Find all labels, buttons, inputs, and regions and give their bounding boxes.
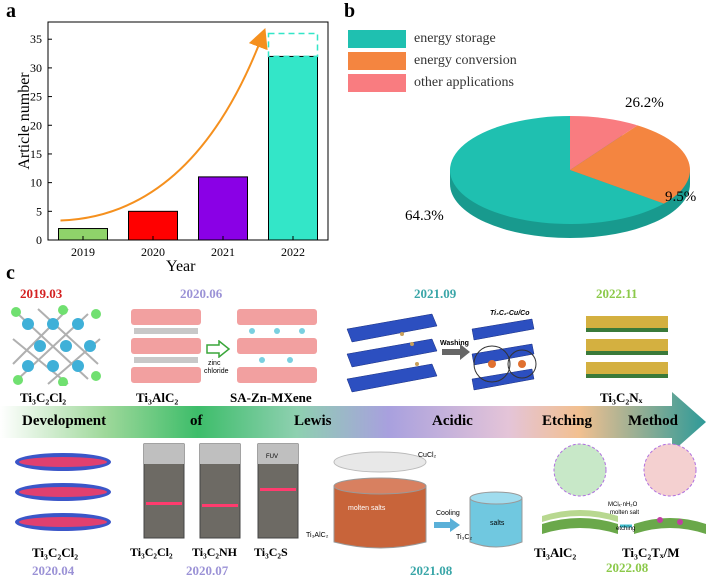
y-axis-title: Article number: [16, 72, 33, 170]
pie-slice-1: [570, 125, 690, 204]
legend: energy storage energy conversion other a…: [348, 28, 517, 94]
bar-2022: [268, 55, 318, 241]
date-2022-11: 2022.11: [596, 286, 638, 301]
arrow-word-acidic: Acidic: [432, 413, 473, 429]
ti3c2cl2-layers: [15, 453, 111, 531]
label-ti3c2nh: Ti₃C₂NH: [192, 545, 237, 559]
cucl2-label: CuCl₂: [418, 452, 437, 459]
y-tick-label: 25: [30, 90, 42, 104]
label-ti3c2cl2-bottom: Ti₃C₂Cl₂: [32, 545, 79, 560]
salts-label: salts: [490, 520, 505, 527]
legend-item-other: other applications: [348, 72, 517, 94]
legend-label: other applications: [414, 75, 514, 90]
label-ti3c2cl2-vial: Ti₃C₂Cl₂: [130, 545, 173, 559]
panel-c-letter: c: [6, 262, 15, 284]
legend-swatch: [348, 52, 406, 70]
y-tick-label: 0: [36, 233, 42, 247]
pie-slice-0: [450, 116, 664, 225]
date-2022-08: 2022.08: [606, 560, 649, 575]
etching-note-3: etching: [616, 526, 636, 532]
label-sa-zn-mxene: SA-Zn-MXene: [230, 390, 312, 405]
date-2020-06: 2020.06: [180, 286, 223, 301]
ti3c2nx-structure: [586, 316, 668, 378]
arrow-word-of: of: [190, 413, 203, 429]
panel-a-letter: a: [6, 0, 16, 22]
vial-ti3c2s: [257, 443, 299, 539]
ti3alc2-small-label: Ti₃AlC₂: [306, 532, 329, 539]
y-tick-label: 30: [30, 61, 42, 75]
label-ti3c2cl2-top: Ti₃C₂Cl₂: [20, 390, 67, 405]
legend-label: energy conversion: [414, 53, 517, 68]
label-ti3alc2-bottom: Ti₃AlC₂: [534, 545, 577, 560]
legend-label: energy storage: [414, 31, 496, 46]
date-2020-07: 2020.07: [186, 563, 229, 578]
bar-2020: [128, 210, 178, 241]
bar-chart: 0 5 10 15 20 25 30 35 2019 2020 2021 2022: [30, 21, 329, 259]
ti3c2-cu-co-schematic: [346, 313, 537, 393]
etching-note-2: molten salt: [610, 510, 640, 516]
y-tick-label: 5: [36, 204, 42, 218]
x-tick-label: 2019: [71, 245, 95, 259]
label-ti3c2tx-m: Ti₃C₂Tₓ/M: [622, 545, 680, 560]
pie-chart: [450, 116, 690, 238]
molten-salts-label: molten salts: [348, 505, 386, 512]
pie-label-storage: 64.3%: [405, 208, 444, 224]
date-2021-09: 2021.09: [414, 286, 457, 301]
label-ti3alc2-top: Ti₃AlC₂: [136, 390, 179, 405]
y-tick-label: 20: [30, 118, 42, 132]
x-tick-label: 2021: [211, 245, 235, 259]
trend-arrow: [60, 28, 268, 222]
etching-note-1: MClₓ·nH₂O: [608, 502, 638, 508]
ti3c2cl2-crystal-structure: [11, 305, 101, 386]
ti3alc2-structure: [131, 309, 201, 383]
ti3c2-small-label: Ti₃C₂: [456, 534, 473, 541]
date-2021-08: 2021.08: [410, 563, 453, 578]
pie-label-conversion: 26.2%: [625, 95, 664, 111]
vial-ti3c2nh: [199, 443, 241, 539]
panel-b-letter: b: [344, 0, 356, 22]
y-tick-label: 10: [30, 176, 42, 190]
pie-slice-2: [570, 116, 638, 170]
label-ti3c2s: Ti₃C₂S: [254, 545, 288, 559]
date-2020-04: 2020.04: [32, 563, 75, 578]
ti3alc2-etching-schematic: [542, 443, 706, 534]
legend-item-conversion: energy conversion: [348, 50, 517, 72]
vial-ti3c2cl2: [143, 443, 185, 539]
plot-frame: [47, 21, 329, 241]
projected-box: [267, 32, 319, 58]
x-axis-title: Year: [166, 258, 196, 275]
arrow-word-method: Method: [628, 413, 678, 429]
y-tick-label: 35: [30, 32, 42, 46]
arrow-word-lewis: Lewis: [294, 413, 332, 429]
x-tick-label: 2022: [281, 245, 305, 259]
legend-swatch: [348, 74, 406, 92]
date-2019-03: 2019.03: [20, 286, 63, 301]
zinc-label: zinc: [208, 360, 221, 367]
molten-salt-crucibles: [333, 451, 523, 549]
x-tick-label: 2020: [141, 245, 165, 259]
y-tick-label: 15: [30, 147, 42, 161]
pie-label-other: 9.5%: [665, 189, 697, 205]
timeline-arrow: [0, 392, 706, 452]
washing-label: Washing: [440, 340, 469, 347]
legend-swatch: [348, 30, 406, 48]
zinc-chloride-arrow: [206, 340, 231, 358]
legend-item-storage: energy storage: [348, 28, 517, 50]
label-ti3c2nx: Ti₃C₂Nₓ: [600, 390, 643, 405]
arrow-word-etching: Etching: [542, 413, 593, 429]
cooling-label: Cooling: [436, 510, 460, 517]
arrow-word-development: Development: [22, 413, 107, 429]
sa-zn-mxene-structure: [237, 309, 317, 383]
vial-fuv-label: FUV: [266, 454, 278, 460]
chloride-label: chloride: [204, 368, 229, 375]
bar-2021: [198, 176, 248, 241]
cu-co-label: Ti₃C₂-Cu/Co: [490, 310, 530, 317]
